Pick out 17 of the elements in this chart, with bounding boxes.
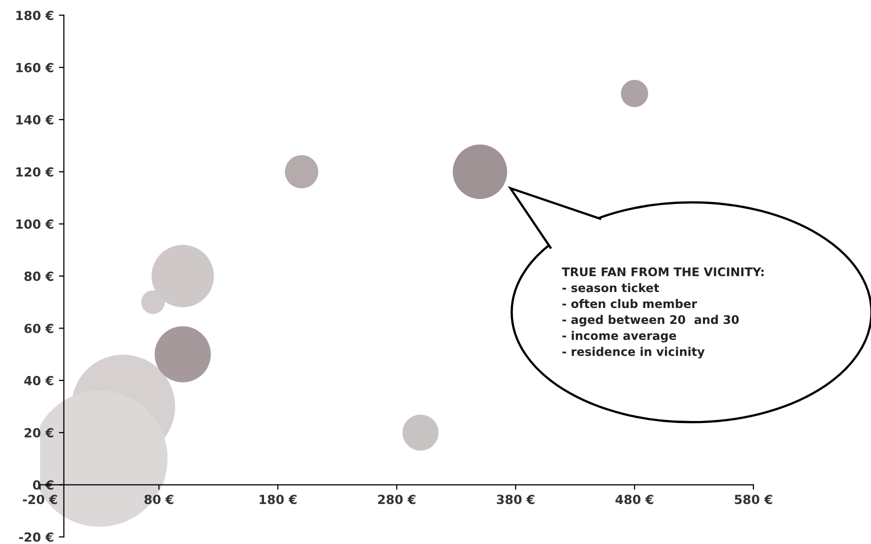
y-tick-label: 160 € xyxy=(16,62,54,72)
y-tick-label: 40 € xyxy=(24,376,54,386)
x-tick-label: 480 € xyxy=(616,494,654,504)
x-tick-label: 380 € xyxy=(496,494,534,504)
x-tick-label: 580 € xyxy=(734,494,772,504)
y-tick-label: 180 € xyxy=(16,10,54,20)
x-tick-label: 80 € xyxy=(144,494,174,504)
y-tick-label: 60 € xyxy=(24,324,54,334)
y-tick-label: 100 € xyxy=(16,219,54,229)
y-tick-label: 120 € xyxy=(16,167,54,177)
annotation: TRUE FAN FROM THE VICINITY: - season ticket - often club member - aged between 20 and 30 - income average - residence in vicinity xyxy=(562,267,764,358)
y-tick-label: 80 € xyxy=(24,272,54,282)
y-tick-label: 140 € xyxy=(16,115,54,124)
x-tick-label: 180 € xyxy=(260,494,297,504)
x-tick-label: 280 € xyxy=(378,494,416,504)
y-tick-label: -20 € xyxy=(19,532,54,542)
y-tick-label: 20 € xyxy=(24,428,54,438)
